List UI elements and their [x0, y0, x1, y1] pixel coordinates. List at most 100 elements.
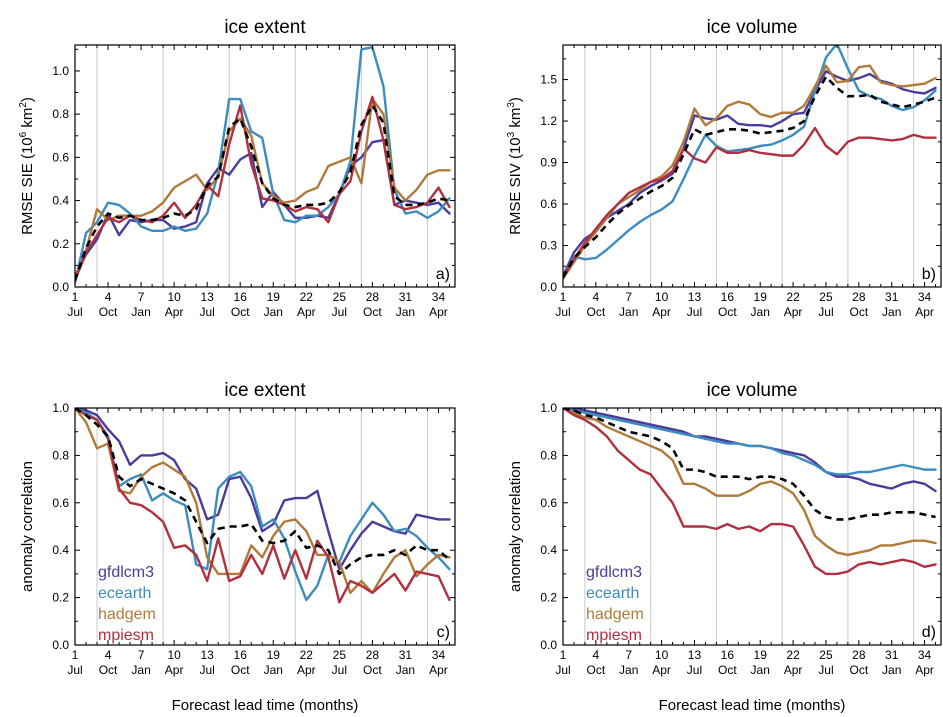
panel-d-xtick-month-7: Apr [784, 663, 803, 677]
panel-b-xtick-month-8: Jul [818, 305, 833, 319]
panel-a-xtick-month-9: Oct [363, 305, 382, 319]
panel-a-xtick-month-6: Jan [264, 305, 283, 319]
panel-a-xtick-label-2: 7 [138, 290, 145, 304]
panel-c-title: ice extent [224, 380, 306, 401]
panel-d-xtick-label-0: 1 [560, 648, 567, 662]
panel-d-line-ecearth [563, 408, 937, 476]
panel-c-ytick-label-1: 0.2 [52, 591, 69, 605]
panel-d: 0.00.20.40.60.81.01Jul4Oct7Jan10Apr13Jul… [507, 380, 942, 677]
panel-d-ytick-label-5: 1.0 [540, 401, 557, 415]
panel-b-xtick-label-3: 10 [655, 290, 669, 304]
panel-b-line-hadgem [563, 64, 937, 280]
panel-b-xtick-label-1: 4 [593, 290, 600, 304]
panel-a-series [75, 45, 451, 284]
panel-d-xtick-label-11: 34 [918, 648, 932, 662]
panel-a-xtick-label-8: 25 [333, 290, 347, 304]
panel-a-xtick-label-11: 34 [432, 290, 446, 304]
panel-d-tag: d) [922, 624, 936, 641]
panel-a-line-ecearth [75, 45, 451, 284]
panel-d-ytick-label-4: 0.8 [540, 448, 557, 462]
panel-a: 0.00.20.40.60.81.01Jul4Oct7Jan10Apr13Jul… [18, 17, 456, 319]
panel-a-xtick-label-7: 22 [300, 290, 314, 304]
panel-d-xtick-month-3: Apr [652, 663, 671, 677]
panel-d-xtick-label-6: 19 [754, 648, 768, 662]
panel-a-line-mpiesm [75, 95, 451, 282]
panel-c-legend-mpiesm: mpiesm [98, 627, 154, 644]
panel-c-ylabel: anomaly correlation [19, 461, 36, 592]
panel-a-xtick-label-4: 13 [200, 290, 214, 304]
panel-b-xtick-month-1: Oct [587, 305, 606, 319]
panel-b-xtick-label-11: 34 [918, 290, 932, 304]
panel-b-xtick-label-2: 7 [625, 290, 632, 304]
panel-b-frame [562, 44, 942, 288]
panel-d-legend-gfdlcm3: gfdlcm3 [586, 564, 642, 581]
panel-a-tag: a) [436, 266, 450, 283]
panel-b-ytick-label-2: 0.6 [540, 197, 557, 211]
panel-d-legend-mpiesm: mpiesm [586, 627, 642, 644]
panel-c-xtick-month-3: Apr [165, 663, 184, 677]
panel-d-xtick-month-8: Jul [818, 663, 833, 677]
panel-a-xtick-month-3: Apr [165, 305, 184, 319]
panel-c-xtick-label-8: 25 [333, 648, 347, 662]
panel-b-series [563, 45, 937, 280]
panel-d-xtick-month-1: Oct [587, 663, 606, 677]
panel-b-xtick-month-9: Oct [849, 305, 868, 319]
panel-c-xtick-month-1: Oct [99, 663, 118, 677]
panel-a-line-gfdlcm3 [75, 138, 451, 278]
panel-c-xtick-label-10: 31 [399, 648, 413, 662]
panel-d-line-ensemble [563, 408, 936, 521]
panel-c-xtick-label-6: 19 [267, 648, 281, 662]
panel-b-xtick-label-0: 1 [560, 290, 567, 304]
panel-d-xtick-month-9: Oct [849, 663, 868, 677]
panel-d-line-hadgem [563, 408, 937, 557]
panel-b-tag: b) [922, 266, 936, 283]
panel-b-xtick-label-8: 25 [819, 290, 833, 304]
panel-d-xtick-label-9: 28 [852, 648, 866, 662]
panel-c-xtick-month-2: Jan [131, 663, 150, 677]
panel-d-xtick-label-4: 13 [688, 648, 702, 662]
panel-c: 0.00.20.40.60.81.01Jul4Oct7Jan10Apr13Jul… [19, 380, 456, 677]
panel-b-line-gfdlcm3 [563, 70, 937, 278]
panel-a-ytick-label-1: 0.2 [52, 237, 69, 251]
panel-a-xtick-label-6: 19 [267, 290, 281, 304]
panel-b-xtick-month-4: Jul [687, 305, 702, 319]
panel-d-ytick-label-3: 0.6 [540, 496, 557, 510]
xlabel-left: Forecast lead time (months) [172, 697, 359, 714]
panel-a-ytick-label-5: 1.0 [52, 64, 69, 78]
panel-c-legend-gfdlcm3: gfdlcm3 [98, 564, 154, 581]
panel-b-ytick-label-4: 1.2 [540, 114, 557, 128]
panel-a-frame [74, 44, 456, 288]
panel-a-line-ensemble [75, 104, 450, 281]
panel-c-line-gfdlcm3 [75, 408, 451, 571]
panel-d-xtick-month-0: Jul [555, 663, 570, 677]
panel-c-xtick-label-2: 7 [138, 648, 145, 662]
panel-d-xtick-month-6: Jan [751, 663, 770, 677]
panel-c-xtick-label-0: 1 [72, 648, 79, 662]
panel-d-xtick-label-10: 31 [885, 648, 899, 662]
panel-c-xtick-month-4: Jul [200, 663, 215, 677]
panel-d-xtick-label-8: 25 [819, 648, 833, 662]
panel-c-line-ecearth [75, 408, 451, 602]
panel-a-xtick-month-8: Jul [332, 305, 347, 319]
panel-d-line-mpiesm [563, 408, 937, 576]
panel-d-ytick-label-2: 0.4 [540, 543, 557, 557]
panel-b-ytick-label-0: 0.0 [540, 280, 557, 294]
panel-d-series [563, 408, 937, 576]
panel-a-xtick-month-1: Oct [99, 305, 118, 319]
panel-b-xtick-label-9: 28 [852, 290, 866, 304]
panel-d-ytick-label-0: 0.0 [540, 638, 557, 652]
panel-d-xtick-month-2: Jan [619, 663, 638, 677]
panel-b-xtick-label-10: 31 [885, 290, 899, 304]
panel-c-xtick-label-11: 34 [432, 648, 446, 662]
panel-c-ytick-label-0: 0.0 [52, 638, 69, 652]
panel-c-xtick-month-8: Jul [332, 663, 347, 677]
panel-c-xtick-label-9: 28 [366, 648, 380, 662]
panel-a-xtick-month-11: Apr [429, 305, 448, 319]
panel-c-xtick-month-6: Jan [264, 663, 283, 677]
panel-d-xtick-label-1: 4 [593, 648, 600, 662]
panel-b-xtick-month-5: Oct [718, 305, 737, 319]
panel-a-xtick-label-10: 31 [399, 290, 413, 304]
panel-a-ytick-label-3: 0.6 [52, 150, 69, 164]
panel-b: 0.00.30.60.91.21.51Jul4Oct7Jan10Apr13Jul… [506, 17, 942, 319]
panel-c-tag: c) [437, 624, 450, 641]
